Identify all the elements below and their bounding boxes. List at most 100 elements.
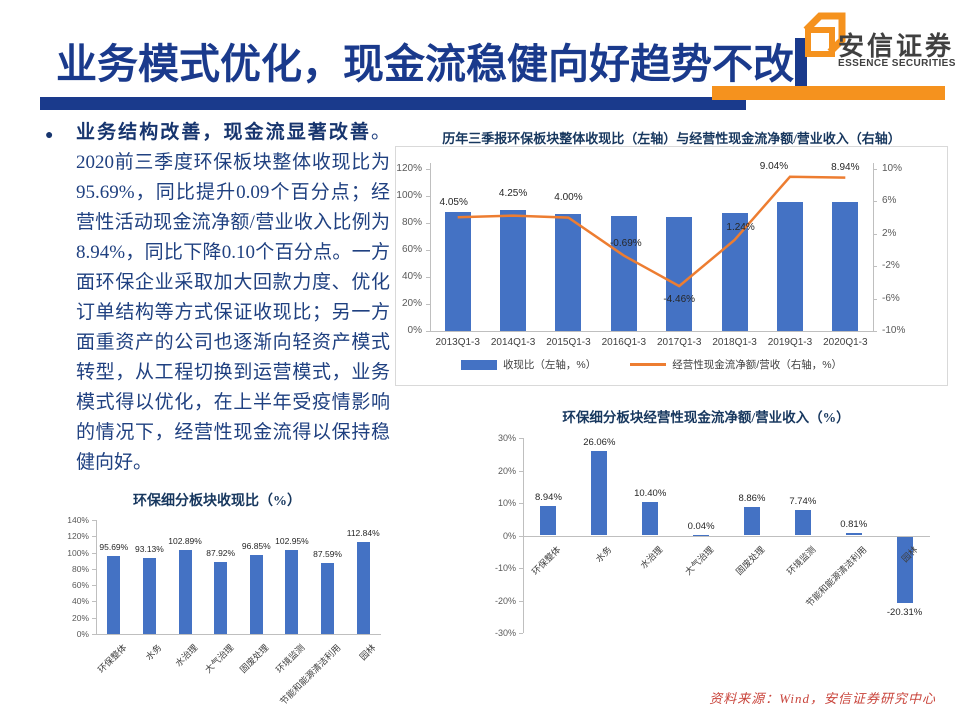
source-note: 资料来源：Wind，安信证券研究中心 — [709, 691, 936, 706]
left-tick-label: 0% — [407, 325, 422, 336]
segment-ratio-chart: 环保细分板块收现比（%） 0% 20% 40% 60% 80% 100% 120% 140% 9… — [40, 486, 394, 720]
x-category-label: 水务 — [144, 642, 164, 663]
x-category-label: 2014Q1-3 — [490, 337, 536, 348]
y-tick-label: 40% — [71, 596, 89, 607]
x-axis-line — [523, 535, 930, 537]
bar — [693, 535, 710, 537]
logo-underline — [712, 86, 945, 100]
y-tick-label: 140% — [67, 515, 89, 525]
x-category-label: 2017Q1-3 — [656, 337, 702, 348]
y-axis-line-right — [873, 163, 874, 331]
y-tick-label: -10% — [494, 563, 516, 573]
y-tick-label: 30% — [497, 433, 516, 443]
left-tick-mark — [426, 304, 430, 305]
legend-label: 收现比（左轴，%） — [502, 359, 597, 371]
logo-cube-icon — [803, 12, 846, 57]
y-tick-label: 20% — [497, 465, 516, 476]
x-category-label: 2015Q1-3 — [546, 337, 591, 348]
bar — [642, 501, 659, 536]
left-tick-mark — [426, 250, 430, 251]
y-tick-mark — [92, 585, 96, 587]
chart-frame — [395, 146, 948, 386]
x-category-label: 环保整体 — [530, 543, 563, 577]
bar-value-label: -20.31% — [886, 606, 923, 618]
right-tick-mark — [873, 266, 877, 268]
bar-value-label: 112.84% — [346, 528, 380, 539]
y-tick-mark — [92, 536, 96, 538]
bar — [845, 532, 862, 536]
y-tick-mark — [519, 535, 523, 537]
left-tick-mark — [426, 223, 430, 224]
bar — [591, 450, 608, 536]
legend-label: 经营性现金流净额/营收（右轴，%） — [672, 359, 843, 371]
bar — [214, 562, 228, 634]
x-axis-line — [430, 331, 873, 332]
bar — [666, 216, 693, 331]
y-tick-mark — [519, 470, 523, 472]
bar-value-label: 26.06% — [583, 436, 616, 448]
right-tick-label: 2% — [882, 227, 897, 239]
x-axis-line — [96, 634, 381, 635]
line-point-label: 4.00% — [554, 191, 583, 203]
line-point-label: 8.94% — [831, 161, 860, 173]
y-tick-mark — [92, 617, 96, 619]
bar-value-label: 7.74% — [789, 496, 817, 508]
bullet-lead: 业务结构改善，现金流显著改善 — [76, 122, 371, 143]
x-category-label: 水治理 — [638, 543, 665, 571]
bar-value-label: 93.13% — [135, 544, 164, 555]
bar — [610, 215, 637, 331]
legend: 收现比（左轴，%） 经营性现金流净额/营收（右轴，%） — [430, 357, 873, 372]
x-category-label: 环境监测 — [273, 642, 307, 675]
y-tick-label: 0% — [502, 530, 516, 541]
left-tick-label: 100% — [396, 190, 422, 201]
left-tick-mark — [426, 331, 430, 332]
bar — [356, 542, 370, 634]
right-tick-mark — [873, 201, 877, 203]
right-tick-mark — [873, 233, 877, 235]
bullet-rest: 。2020前三季度环保板块整体收现比为95.69%，同比提升0.09个百分点；经… — [76, 122, 390, 473]
y-tick-mark — [92, 634, 96, 635]
left-tick-label: 20% — [401, 298, 422, 309]
logo-text-cn: 安信证券 — [838, 31, 955, 61]
bar — [444, 212, 471, 331]
bar-value-label: 87.92% — [206, 548, 236, 559]
line-point-label: 4.05% — [439, 197, 468, 209]
bar-value-label: 95.69% — [99, 542, 129, 553]
bar — [321, 562, 335, 634]
y-tick-label: 80% — [71, 563, 89, 574]
bar — [555, 213, 582, 331]
y-tick-mark — [519, 438, 523, 439]
page-title: 业务模式优化，现金流稳健向好趋势不改 — [56, 41, 794, 87]
right-tick-label: 10% — [882, 163, 903, 174]
y-tick-mark — [519, 568, 523, 569]
bar — [743, 506, 760, 536]
logo-text-en: ESSENCE SECURITIES — [838, 58, 956, 69]
bar-value-label: 0.81% — [840, 518, 868, 530]
x-category-label: 2018Q1-3 — [712, 337, 757, 348]
x-category-label: 2019Q1-3 — [767, 337, 813, 348]
bar — [285, 550, 299, 634]
y-tick-mark — [92, 552, 96, 554]
legend-bar-swatch — [460, 359, 497, 370]
y-tick-label: 20% — [71, 612, 89, 623]
company-logo: 安信证券 ESSENCE SECURITIES — [782, 10, 955, 88]
y-tick-mark — [92, 520, 96, 521]
left-tick-label: 120% — [396, 163, 422, 174]
y-tick-mark — [519, 600, 523, 602]
right-tick-label: -10% — [882, 325, 906, 336]
x-category-label: 2016Q1-3 — [601, 337, 647, 348]
left-tick-mark — [426, 196, 430, 197]
left-tick-mark — [426, 277, 430, 278]
y-tick-label: -20% — [494, 595, 516, 606]
combo-chart: 历年三季报环保板块整体收现比（左轴）与经营性现金流净额/营业收入（右轴） 0% 2… — [393, 126, 950, 388]
x-category-label: 环保整体 — [95, 642, 129, 675]
right-tick-mark — [873, 169, 877, 170]
y-tick-label: 60% — [71, 580, 89, 591]
segment-ratio-chart-title: 环保细分板块收现比（%） — [133, 494, 301, 509]
logo-blue-bar — [795, 38, 807, 88]
bar-value-label: 8.86% — [738, 492, 766, 504]
left-tick-label: 60% — [401, 244, 422, 255]
x-category-label: 固废处理 — [733, 543, 767, 577]
y-tick-label: 10% — [497, 498, 516, 508]
y-axis-line — [96, 520, 97, 634]
